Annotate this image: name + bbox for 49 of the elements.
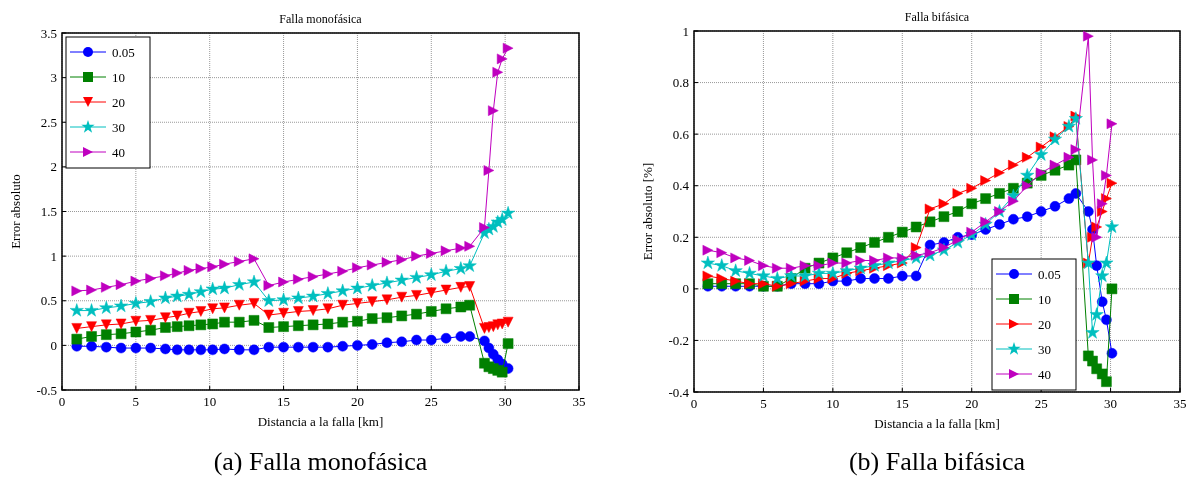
- legend-label: 30: [112, 120, 125, 135]
- y-tick-label: 1.5: [40, 204, 57, 219]
- legend-label: 30: [1038, 342, 1051, 357]
- y-axis-title: Error absoluto [%]: [640, 162, 655, 261]
- x-tick-label: 5: [132, 394, 140, 409]
- legend-label: 20: [112, 95, 125, 110]
- chart-title: Falla monofásica: [279, 12, 363, 26]
- legend-label: 0.05: [1038, 267, 1061, 282]
- text: (b) Falla bifásica: [848, 447, 1026, 476]
- x-tick-label: 20: [965, 396, 979, 411]
- legend-label: 10: [1038, 292, 1051, 307]
- y-tick-label: -0.5: [36, 382, 57, 398]
- y-tick-label: 1: [50, 248, 57, 264]
- y-tick-label: 0.4: [672, 178, 690, 194]
- x-axis-title: Distancia a la falla [km]: [257, 414, 384, 429]
- x-axis-title: Distancia a la falla [km]: [874, 416, 1000, 431]
- y-tick-label: -0.2: [668, 332, 689, 348]
- x-tick-label: 30: [498, 394, 512, 409]
- x-tick-label: 15: [277, 394, 291, 409]
- x-tick-label: 35: [572, 394, 586, 409]
- x-tick-label: 20: [350, 394, 364, 409]
- y-axis-title: Error absoluto: [8, 174, 23, 249]
- legend-label: 20: [1038, 317, 1051, 332]
- legend-label: 40: [1038, 367, 1051, 382]
- y-tick-label: 0.6: [672, 126, 690, 142]
- y-tick-label: 3: [50, 70, 57, 86]
- x-tick-label: 25: [424, 394, 438, 409]
- text: (a) Falla monofásica: [213, 447, 428, 476]
- y-tick-label: 0.5: [40, 293, 57, 309]
- chart-title: Falla bifásica: [904, 10, 970, 24]
- legend-label: 40: [112, 145, 125, 160]
- y-tick-label: 0: [50, 337, 57, 353]
- x-tick-label: 25: [1034, 396, 1048, 411]
- y-tick-label: 2.5: [40, 114, 57, 130]
- x-tick-label: 15: [895, 396, 909, 411]
- y-tick-label: 0.8: [672, 75, 689, 91]
- y-tick-label: 2: [50, 159, 57, 175]
- x-tick-label: 10: [826, 396, 840, 411]
- y-tick-label: 1: [682, 23, 689, 39]
- legend-label: 10: [112, 70, 125, 85]
- x-tick-label: 30: [1104, 396, 1118, 411]
- x-tick-label: 10: [203, 394, 217, 409]
- x-tick-label: 5: [760, 396, 767, 411]
- legend-label: 0.05: [112, 45, 135, 60]
- y-tick-label: -0.4: [668, 384, 690, 400]
- y-tick-label: 0: [682, 281, 689, 297]
- x-tick-label: 35: [1173, 396, 1187, 411]
- y-tick-label: 0.2: [672, 229, 689, 245]
- y-tick-label: 3.5: [40, 25, 57, 41]
